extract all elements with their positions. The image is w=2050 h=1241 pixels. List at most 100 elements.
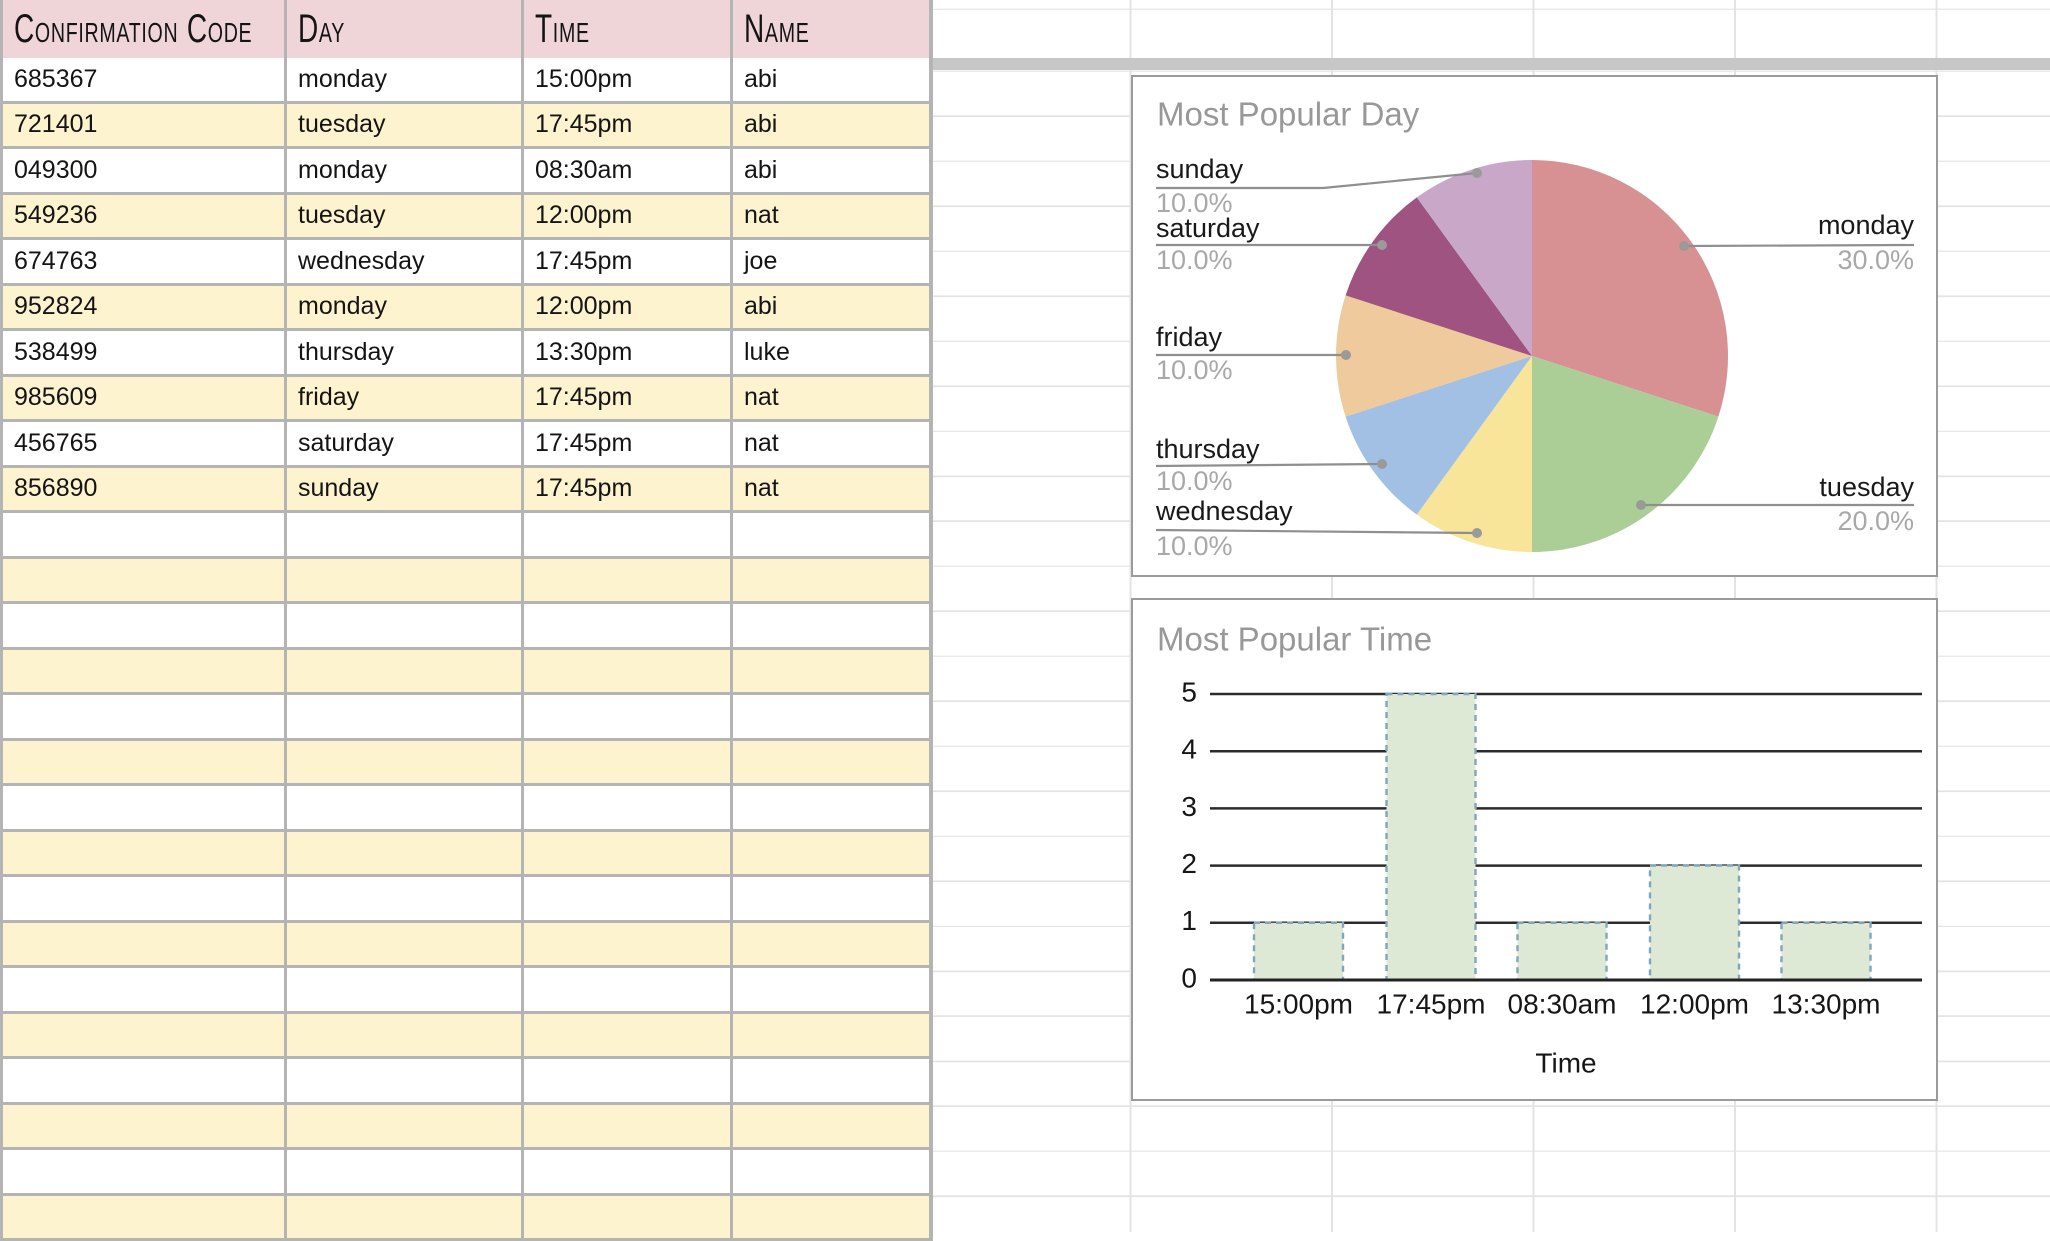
cell-name[interactable]: nat — [733, 377, 933, 420]
cell-day[interactable] — [287, 650, 524, 693]
cell-name[interactable]: luke — [733, 331, 933, 374]
cell-time[interactable]: 17:45pm — [524, 240, 733, 283]
cell-day[interactable] — [287, 877, 524, 920]
cell-time[interactable] — [524, 1105, 733, 1148]
cell-name[interactable]: nat — [733, 195, 933, 238]
cell-time[interactable] — [524, 559, 733, 602]
cell-confirmation-code[interactable]: 456765 — [3, 422, 287, 465]
cell-confirmation-code[interactable]: 856890 — [3, 468, 287, 511]
cell-time[interactable] — [524, 650, 733, 693]
cell-time[interactable] — [524, 513, 733, 556]
cell-time[interactable]: 13:30pm — [524, 331, 733, 374]
cell-day[interactable]: wednesday — [287, 240, 524, 283]
cell-confirmation-code[interactable]: 685367 — [3, 58, 287, 101]
cell-day[interactable] — [287, 1059, 524, 1102]
cell-day[interactable]: monday — [287, 149, 524, 192]
cell-confirmation-code[interactable] — [3, 832, 287, 875]
cell-confirmation-code[interactable]: 538499 — [3, 331, 287, 374]
cell-confirmation-code[interactable]: 952824 — [3, 286, 287, 329]
cell-name[interactable]: nat — [733, 468, 933, 511]
cell-confirmation-code[interactable] — [3, 513, 287, 556]
cell-time[interactable] — [524, 741, 733, 784]
cell-time[interactable] — [524, 604, 733, 647]
bar-15:00pm[interactable] — [1254, 923, 1343, 980]
cell-confirmation-code[interactable]: 674763 — [3, 240, 287, 283]
bar-17:45pm[interactable] — [1387, 694, 1476, 980]
cell-name[interactable] — [733, 923, 933, 966]
cell-day[interactable]: monday — [287, 286, 524, 329]
cell-name[interactable] — [733, 513, 933, 556]
cell-confirmation-code[interactable] — [3, 1059, 287, 1102]
cell-confirmation-code[interactable]: 049300 — [3, 149, 287, 192]
cell-day[interactable]: tuesday — [287, 104, 524, 147]
cell-confirmation-code[interactable] — [3, 877, 287, 920]
cell-name[interactable] — [733, 1105, 933, 1148]
cell-day[interactable]: friday — [287, 377, 524, 420]
cell-name[interactable] — [733, 741, 933, 784]
cell-day[interactable] — [287, 604, 524, 647]
cell-time[interactable] — [524, 968, 733, 1011]
cell-time[interactable]: 12:00pm — [524, 286, 733, 329]
cell-name[interactable] — [733, 832, 933, 875]
cell-name[interactable] — [733, 1014, 933, 1057]
cell-time[interactable] — [524, 923, 733, 966]
cell-day[interactable] — [287, 559, 524, 602]
cell-name[interactable] — [733, 650, 933, 693]
cell-time[interactable] — [524, 786, 733, 829]
cell-time[interactable] — [524, 695, 733, 738]
cell-day[interactable] — [287, 1014, 524, 1057]
cell-name[interactable]: joe — [733, 240, 933, 283]
cell-name[interactable]: nat — [733, 422, 933, 465]
cell-name[interactable]: abi — [733, 149, 933, 192]
cell-time[interactable] — [524, 877, 733, 920]
cell-confirmation-code[interactable]: 549236 — [3, 195, 287, 238]
cell-confirmation-code[interactable] — [3, 1150, 287, 1193]
cell-confirmation-code[interactable] — [3, 923, 287, 966]
cell-name[interactable] — [733, 1059, 933, 1102]
cell-day[interactable] — [287, 513, 524, 556]
cell-confirmation-code[interactable] — [3, 741, 287, 784]
header-cell-confirmation-code[interactable]: Confirmation Code — [3, 0, 287, 58]
bar-12:00pm[interactable] — [1650, 866, 1739, 980]
cell-day[interactable] — [287, 1105, 524, 1148]
cell-time[interactable]: 15:00pm — [524, 58, 733, 101]
cell-confirmation-code[interactable] — [3, 786, 287, 829]
cell-day[interactable] — [287, 968, 524, 1011]
header-cell-day[interactable]: Day — [287, 0, 524, 58]
cell-confirmation-code[interactable]: 985609 — [3, 377, 287, 420]
cell-time[interactable] — [524, 832, 733, 875]
cell-day[interactable]: saturday — [287, 422, 524, 465]
cell-day[interactable] — [287, 1150, 524, 1193]
cell-name[interactable] — [733, 1150, 933, 1193]
cell-confirmation-code[interactable] — [3, 1014, 287, 1057]
cell-name[interactable] — [733, 786, 933, 829]
cell-time[interactable] — [524, 1059, 733, 1102]
cell-day[interactable]: monday — [287, 58, 524, 101]
cell-time[interactable]: 17:45pm — [524, 422, 733, 465]
cell-day[interactable]: tuesday — [287, 195, 524, 238]
cell-name[interactable] — [733, 877, 933, 920]
cell-name[interactable] — [733, 604, 933, 647]
cell-day[interactable] — [287, 832, 524, 875]
cell-day[interactable]: thursday — [287, 331, 524, 374]
cell-confirmation-code[interactable] — [3, 604, 287, 647]
cell-confirmation-code[interactable] — [3, 650, 287, 693]
cell-time[interactable]: 17:45pm — [524, 377, 733, 420]
cell-day[interactable] — [287, 741, 524, 784]
cell-day[interactable] — [287, 695, 524, 738]
cell-confirmation-code[interactable] — [3, 968, 287, 1011]
cell-time[interactable]: 12:00pm — [524, 195, 733, 238]
cell-name[interactable]: abi — [733, 286, 933, 329]
bar-13:30pm[interactable] — [1782, 923, 1871, 980]
cell-day[interactable]: sunday — [287, 468, 524, 511]
cell-time[interactable] — [524, 1014, 733, 1057]
cell-name[interactable]: abi — [733, 58, 933, 101]
cell-confirmation-code[interactable] — [3, 695, 287, 738]
cell-confirmation-code[interactable]: 721401 — [3, 104, 287, 147]
cell-time[interactable] — [524, 1150, 733, 1193]
cell-time[interactable]: 17:45pm — [524, 468, 733, 511]
bar-08:30am[interactable] — [1518, 923, 1607, 980]
header-cell-name[interactable]: Name — [733, 0, 933, 58]
